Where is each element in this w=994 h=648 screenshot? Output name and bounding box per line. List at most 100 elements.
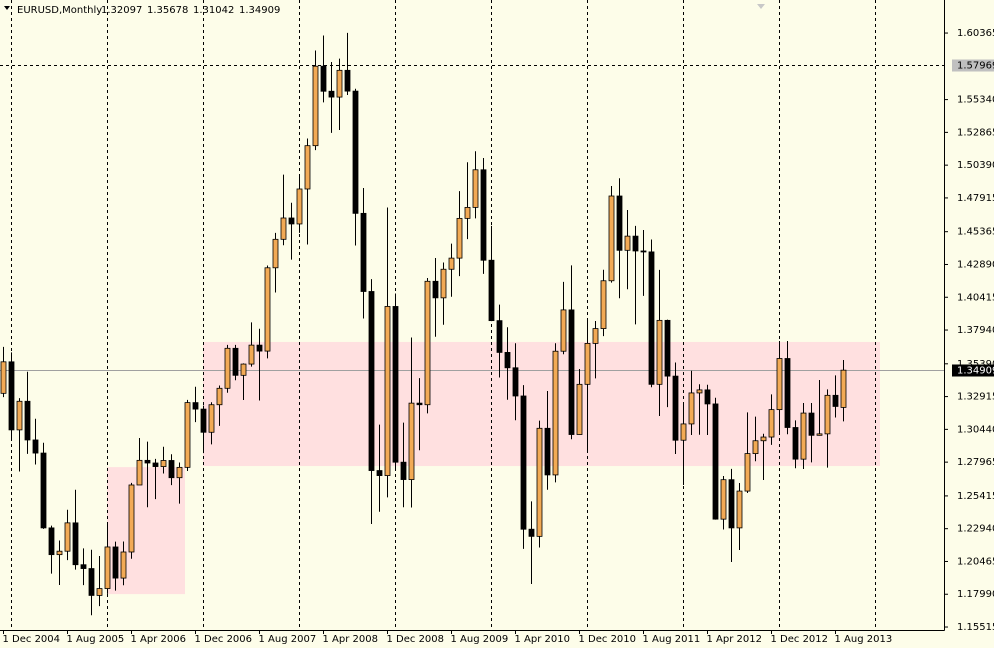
y-tick-label: 1.55340 — [957, 95, 994, 106]
level-label: 1.57969 — [957, 61, 994, 72]
x-tick-label: 1 Dec 2006 — [195, 634, 253, 645]
candle-body — [824, 394, 831, 435]
candle-body — [24, 400, 31, 441]
y-tick-label: 1.15515 — [957, 622, 994, 633]
candle-body — [448, 257, 455, 270]
x-tick-label: 1 Aug 2009 — [451, 634, 509, 645]
menu-triangle[interactable] — [4, 6, 10, 10]
candle-body — [328, 90, 335, 98]
y-tick-label: 1.25415 — [957, 491, 994, 502]
candle-body — [96, 588, 103, 596]
candle-body — [488, 259, 495, 322]
candle-body — [464, 206, 471, 219]
x-tick-label: 1 Dec 2012 — [771, 634, 829, 645]
header-open: 1.32097 — [101, 5, 142, 16]
candle-body — [552, 350, 559, 476]
candle-body — [704, 389, 711, 405]
candle-body — [136, 459, 143, 486]
y-tick-label: 1.45365 — [957, 227, 994, 238]
candle-body — [208, 404, 215, 433]
candle-body — [144, 459, 151, 464]
x-tick-label: 1 Aug 2005 — [67, 634, 125, 645]
candle-body — [536, 427, 543, 537]
x-tick-label: 1 Apr 2006 — [131, 634, 186, 645]
candle-body — [48, 527, 55, 556]
candle-body — [592, 328, 599, 344]
candle-body — [104, 546, 111, 589]
candle-body — [64, 522, 71, 552]
header-high: 1.35678 — [147, 5, 188, 16]
candle-body — [248, 344, 255, 365]
candle-body — [368, 291, 375, 471]
candle-body — [56, 550, 63, 556]
candle-body — [408, 402, 415, 480]
candle-body — [504, 352, 511, 369]
candle-body — [608, 195, 615, 282]
candle-body — [120, 551, 127, 579]
candle-body — [272, 238, 279, 269]
candle-body — [600, 280, 607, 329]
y-tick-label: 1.40415 — [957, 292, 994, 303]
candle-body — [632, 235, 639, 252]
candle-body — [312, 65, 319, 147]
y-tick-label: 1.42890 — [957, 259, 994, 270]
candle-body — [640, 250, 647, 253]
candle-body — [576, 383, 583, 435]
y-tick-label: 1.50390 — [957, 160, 994, 171]
y-tick-label: 1.52865 — [957, 127, 994, 138]
candle-body — [624, 235, 631, 251]
candle-body — [752, 440, 759, 454]
candle-body — [304, 145, 311, 190]
candle-body — [80, 564, 87, 569]
y-tick-label: 1.30440 — [957, 424, 994, 435]
candle-body — [512, 367, 519, 397]
candle-body — [840, 369, 847, 408]
candle-body — [32, 439, 39, 454]
candle-body — [472, 169, 479, 208]
candle-body — [440, 268, 447, 299]
header-close: 1.34909 — [239, 5, 280, 16]
candle-body — [128, 484, 135, 553]
candle-body — [800, 412, 807, 460]
candle-body — [192, 402, 199, 410]
candle-body — [16, 400, 23, 431]
candle-body — [336, 69, 343, 98]
y-tick-label: 1.37940 — [957, 325, 994, 336]
shift-marker[interactable] — [757, 4, 765, 9]
price-label: 1.34909 — [957, 366, 994, 377]
candle-body — [288, 217, 295, 225]
x-tick-label: 1 Dec 2010 — [579, 634, 637, 645]
candle-body — [168, 460, 175, 479]
candle-body — [544, 427, 551, 476]
candle-body — [384, 306, 391, 476]
candle-body — [728, 479, 735, 529]
candle-body — [808, 412, 815, 436]
candle-body — [232, 347, 239, 376]
candle-body — [520, 395, 527, 530]
candle-body — [424, 280, 431, 406]
candle-body — [712, 403, 719, 520]
candle-body — [72, 522, 79, 566]
x-tick-label: 1 Aug 2011 — [643, 634, 701, 645]
candle-body — [392, 306, 399, 463]
candle-body — [456, 217, 463, 259]
candle-body — [296, 188, 303, 225]
candle-body — [376, 470, 383, 476]
candle-body — [528, 528, 535, 537]
candle-body — [200, 408, 207, 433]
x-tick-label: 1 Apr 2012 — [707, 634, 762, 645]
candle-body — [616, 195, 623, 251]
x-tick-label: 1 Aug 2007 — [259, 634, 317, 645]
x-tick-label: 1 Aug 2013 — [835, 634, 893, 645]
candle-body — [832, 394, 839, 407]
zone — [107, 467, 185, 595]
candle-body — [240, 363, 247, 376]
y-tick-label: 1.20465 — [957, 556, 994, 567]
x-tick-label: 1 Dec 2008 — [387, 634, 445, 645]
candle-body — [584, 343, 591, 385]
candle-body — [656, 319, 663, 385]
candle-body — [760, 436, 767, 442]
candle-body — [256, 344, 263, 352]
